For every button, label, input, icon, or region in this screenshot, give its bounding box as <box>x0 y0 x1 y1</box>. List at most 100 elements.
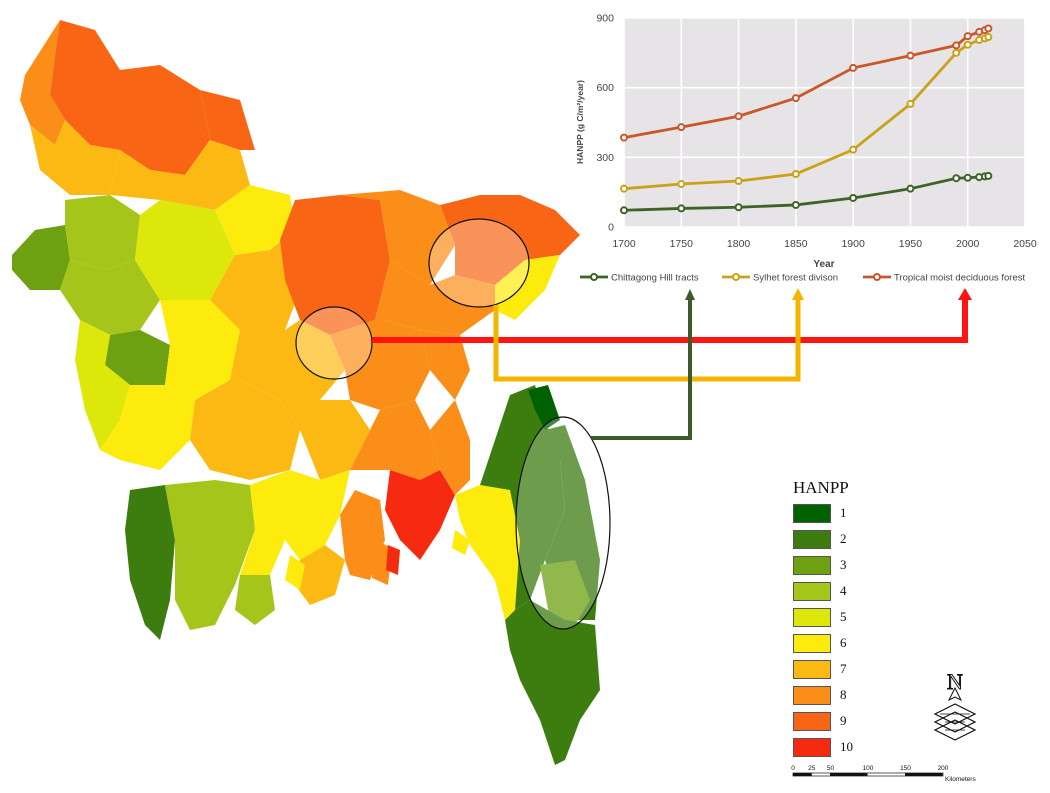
chart-data-point <box>984 33 993 42</box>
map-unit <box>65 195 140 270</box>
map-unit <box>165 480 255 630</box>
map-unit <box>295 545 345 605</box>
legend-item: 8 <box>793 685 873 707</box>
chart-data-point <box>849 193 858 202</box>
legend-swatch <box>793 660 831 679</box>
scale-bar: 0 25 50 100 150 200 Kilometers <box>791 765 976 783</box>
tropical-forest-highlight <box>295 306 373 380</box>
map-unit <box>385 470 455 560</box>
legend-label: 8 <box>840 687 847 702</box>
chart-x-tick-label: 1900 <box>841 238 865 250</box>
map-unit <box>105 330 170 385</box>
map-unit <box>215 185 295 255</box>
chart-data-point <box>849 145 858 154</box>
map-unit <box>135 200 235 300</box>
chart-data-point <box>677 123 686 132</box>
map-unit <box>190 380 300 480</box>
legend-swatch <box>793 608 831 627</box>
north-arrow: N <box>933 669 977 741</box>
tropical-forest-arrowhead <box>958 288 972 300</box>
map-unit <box>60 260 160 335</box>
chart-y-axis-label: HANPP (g C/m²/year) <box>575 80 585 164</box>
map-unit <box>210 230 300 330</box>
chart-x-tick-label: 1750 <box>670 238 694 250</box>
scale-bar-segment <box>830 773 868 776</box>
chart-data-point <box>984 24 993 33</box>
map-unit <box>285 555 305 590</box>
legend-item: 5 <box>793 607 873 629</box>
legend-marker <box>873 273 881 281</box>
chart-series <box>620 24 993 215</box>
chart-data-point <box>620 133 628 142</box>
map-unit <box>110 140 250 210</box>
bangladesh-hanpp-map <box>12 20 600 765</box>
chart-data-point <box>791 94 800 103</box>
legend-swatch <box>793 504 831 523</box>
chart-x-tick-label: 2050 <box>1013 238 1037 250</box>
map-unit <box>340 190 455 285</box>
map-unit <box>100 385 195 470</box>
legend-item: 4 <box>793 581 873 603</box>
chart-data-point <box>791 170 800 179</box>
scale-tick-label: 200 <box>938 765 949 772</box>
map-unit <box>20 20 65 145</box>
chittagong-hill-tracts-highlight <box>515 416 611 630</box>
chart-data-point <box>906 184 915 193</box>
map-unit <box>375 260 495 335</box>
map-unit <box>75 320 130 450</box>
map-unit <box>440 195 580 285</box>
scale-tick-label: 25 <box>808 765 816 772</box>
chart-data-point <box>791 200 800 209</box>
legend-label: 4 <box>840 583 847 598</box>
scale-unit-label: Kilometers <box>945 776 976 783</box>
chittagong-arrowhead <box>685 289 695 300</box>
connector-arrows <box>372 288 972 440</box>
chart-x-axis-label: Year <box>813 259 834 270</box>
map-unit <box>430 400 470 495</box>
map-unit <box>372 540 392 585</box>
chart-data-point <box>963 40 972 49</box>
legend-swatch <box>793 634 831 653</box>
chart-data-point <box>734 203 743 212</box>
north-arrow-icon <box>947 686 963 702</box>
legend-item: 2 <box>793 529 873 551</box>
chart-data-point <box>620 206 628 215</box>
legend-label: 2 <box>840 531 847 546</box>
map-unit <box>528 385 560 430</box>
north-label: N <box>947 669 963 694</box>
chart-data-point <box>963 173 972 182</box>
map-unit <box>420 330 470 400</box>
legend-label: 6 <box>840 635 847 650</box>
chart-plot-area <box>624 18 1025 227</box>
tropical-forest-connector <box>372 298 968 343</box>
map-unit <box>386 545 400 575</box>
chart-y-tick-label: 600 <box>596 82 614 94</box>
chart-x-tick-label: 1850 <box>784 238 808 250</box>
map-unit <box>50 20 210 175</box>
chart-x-tick-label: 2000 <box>956 238 980 250</box>
map-unit <box>235 575 275 625</box>
scale-bar-segment <box>905 773 943 776</box>
chart-data-point <box>952 174 961 183</box>
chart-data-point <box>906 51 915 60</box>
chart-data-point <box>677 180 686 189</box>
layer-stack-detail <box>940 713 970 731</box>
chart-x-tick-label: 1700 <box>612 238 636 250</box>
legend-item: 1 <box>793 503 873 525</box>
legend-label: 1 <box>840 505 847 520</box>
map-unit <box>350 400 440 480</box>
map-unit <box>285 470 350 560</box>
legend-title: HANPP <box>793 478 849 497</box>
chart-legend-label: Sylhet forest divison <box>753 273 838 284</box>
scale-tick-label: 150 <box>900 765 911 772</box>
legend-label: 9 <box>840 713 847 728</box>
chart-x-tick-label: 1950 <box>899 238 923 250</box>
map-unit <box>30 120 120 195</box>
map-unit <box>540 560 590 625</box>
chart-data-point <box>734 177 743 186</box>
sylhet-forest-connector <box>493 298 801 382</box>
map-unit <box>230 320 345 400</box>
chart-data-point <box>963 32 972 41</box>
legend-marker <box>590 273 598 281</box>
